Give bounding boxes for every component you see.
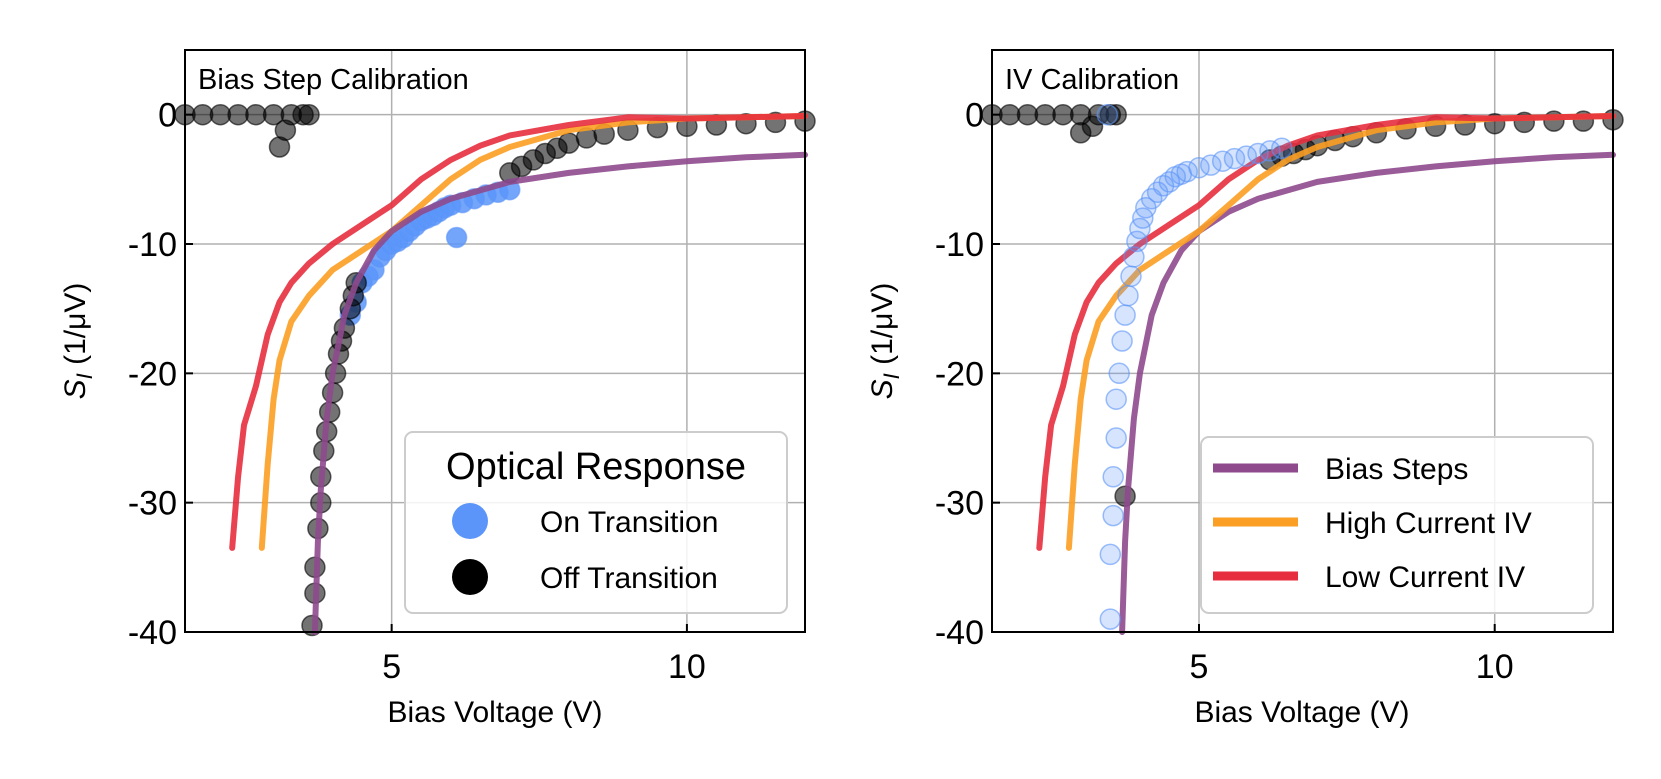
point-off-transition (274, 119, 297, 141)
legend-box (404, 431, 788, 614)
point-on-transition (1102, 466, 1124, 488)
point-off-transition (298, 103, 320, 126)
series-line-low-current-iv (1036, 113, 1616, 551)
axes-frame (184, 49, 806, 633)
panel-iv-calibration: 5 10 0 -10 -20 -30 -40 IV Calibration Bias Vol… (866, 49, 1624, 729)
point-on-transition (1117, 284, 1139, 307)
panel-title: Bias Step Calibration (198, 64, 469, 96)
point-off-transition (1034, 103, 1056, 126)
series-layer (981, 103, 1624, 635)
point-on-transition (1271, 137, 1293, 160)
panel-title: IV Calibration (1005, 64, 1179, 96)
y-tick-label: -10 (935, 226, 984, 264)
legend: Optical Response On Transition Off Trans… (404, 431, 788, 614)
y-tick-label: -40 (128, 614, 177, 652)
y-axis-label: SI (1/μV) (59, 283, 97, 400)
series-line-low-current-iv (229, 113, 808, 551)
point-on-transition (1099, 543, 1122, 566)
y-axis-label-main: S (866, 379, 899, 399)
legend: Bias Steps High Current IV Low Current I… (1200, 436, 1594, 614)
point-off-transition (1081, 115, 1104, 138)
x-tick-label: 5 (382, 648, 401, 686)
legend-title: Optical Response (446, 446, 746, 488)
y-axis-label: SI (1/μV) (866, 283, 904, 400)
x-axis-label: Bias Voltage (V) (1194, 696, 1409, 729)
ticks: 5 10 0 -10 -20 -30 -40 (935, 97, 1514, 686)
ticks: 5 10 0 -10 -20 -30 -40 (128, 97, 706, 686)
y-tick-label: -20 (128, 355, 177, 393)
panel-bias-step-calibration: 5 10 0 -10 -20 -30 -40 Bias Step Calibration B… (59, 49, 816, 729)
point-on-transition (445, 226, 468, 249)
point-on-transition (1105, 388, 1127, 410)
y-axis-label-units: (1/μV) (866, 283, 899, 374)
legend-marker-on-transition (452, 503, 488, 539)
y-axis-label-sub: I (879, 373, 904, 379)
y-axis-label-units: (1/μV) (59, 283, 92, 374)
point-on-transition (1176, 160, 1198, 183)
point-on-transition (1111, 330, 1133, 352)
x-tick-label: 10 (668, 648, 706, 686)
legend-label-bias-steps: Bias Steps (1325, 453, 1468, 486)
point-off-transition (1105, 103, 1127, 126)
point-on-transition (1114, 304, 1136, 326)
x-tick-label: 5 (1190, 648, 1209, 686)
y-tick-label: -40 (935, 614, 984, 652)
legend-label-off-transition: Off Transition (540, 562, 718, 595)
y-tick-label: -10 (128, 226, 177, 264)
legend-label-on-transition: On Transition (540, 506, 718, 539)
series-line-bias-steps (311, 151, 808, 635)
legend-marker-off-transition (452, 559, 488, 595)
y-tick-label: -30 (128, 485, 177, 523)
point-on-transition (1096, 103, 1119, 126)
y-tick-label: -20 (935, 355, 984, 393)
y-tick-label: 0 (158, 97, 177, 135)
y-tick-label: 0 (965, 97, 984, 135)
point-on-transition (1126, 230, 1148, 253)
point-on-transition (1099, 608, 1122, 630)
point-on-transition (1105, 427, 1127, 449)
series-line-high-current-iv (1065, 113, 1616, 551)
point-on-transition (1120, 265, 1142, 288)
point-off-transition (558, 132, 580, 154)
point-on-transition (1108, 362, 1130, 385)
x-tick-label: 10 (1476, 648, 1514, 686)
x-axis-label: Bias Voltage (V) (387, 696, 602, 729)
legend-label-high-current-iv: High Current IV (1325, 507, 1532, 540)
point-on-transition (1200, 154, 1222, 176)
y-tick-label: -30 (935, 485, 984, 523)
point-off-transition (998, 103, 1021, 126)
legend-label-low-current-iv: Low Current IV (1325, 561, 1525, 594)
point-on-transition (1102, 504, 1124, 527)
legend-box (1200, 436, 1594, 614)
axes-frame (991, 49, 1614, 633)
y-axis-label-main: S (59, 379, 92, 399)
point-off-transition (1543, 110, 1565, 132)
y-axis-label-sub: I (72, 373, 97, 379)
point-off-transition (227, 103, 249, 126)
